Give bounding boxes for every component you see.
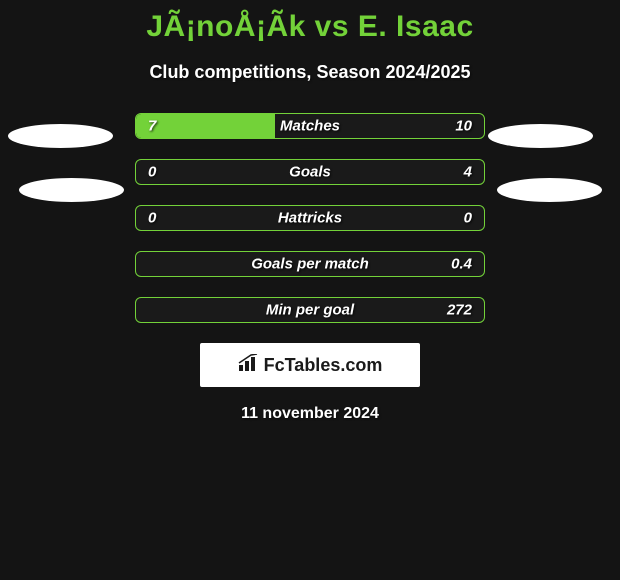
stat-value-right: 4 (464, 164, 472, 181)
stat-label: Min per goal (266, 302, 354, 319)
stat-label: Goals per match (251, 256, 369, 273)
stat-value-right: 272 (447, 302, 472, 319)
stat-value-left: 0 (148, 210, 156, 227)
stat-bar-row: 0 Hattricks 0 (135, 205, 485, 231)
stat-value-right: 0 (464, 210, 472, 227)
stat-label: Hattricks (278, 210, 342, 227)
stat-value-right: 10 (455, 118, 472, 135)
decorative-oval (8, 124, 113, 148)
stat-bars-container: 7 Matches 10 0 Goals 4 0 Hattricks 0 Goals per ma… (135, 113, 485, 323)
stat-bar-row: Min per goal 272 (135, 297, 485, 323)
stat-label: Goals (289, 164, 331, 181)
stat-value-left: 7 (148, 118, 156, 135)
stat-bar-row: 7 Matches 10 (135, 113, 485, 139)
logo-label: FcTables.com (264, 355, 383, 376)
stat-bar-fill-left (136, 114, 275, 138)
stat-value-left: 0 (148, 164, 156, 181)
stat-bar-row: 0 Goals 4 (135, 159, 485, 185)
decorative-oval (488, 124, 593, 148)
logo-text: FcTables.com (238, 354, 383, 377)
comparison-subtitle: Club competitions, Season 2024/2025 (0, 62, 620, 83)
stat-label: Matches (280, 118, 340, 135)
decorative-oval (19, 178, 124, 202)
decorative-oval (497, 178, 602, 202)
stat-value-right: 0.4 (451, 256, 472, 273)
stat-bar-row: Goals per match 0.4 (135, 251, 485, 277)
comparison-title: JÃ¡noÅ¡Ã­k vs E. Isaac (0, 0, 620, 44)
date-text: 11 november 2024 (0, 405, 620, 423)
bar-chart-icon (238, 354, 260, 377)
logo-box: FcTables.com (200, 343, 420, 387)
